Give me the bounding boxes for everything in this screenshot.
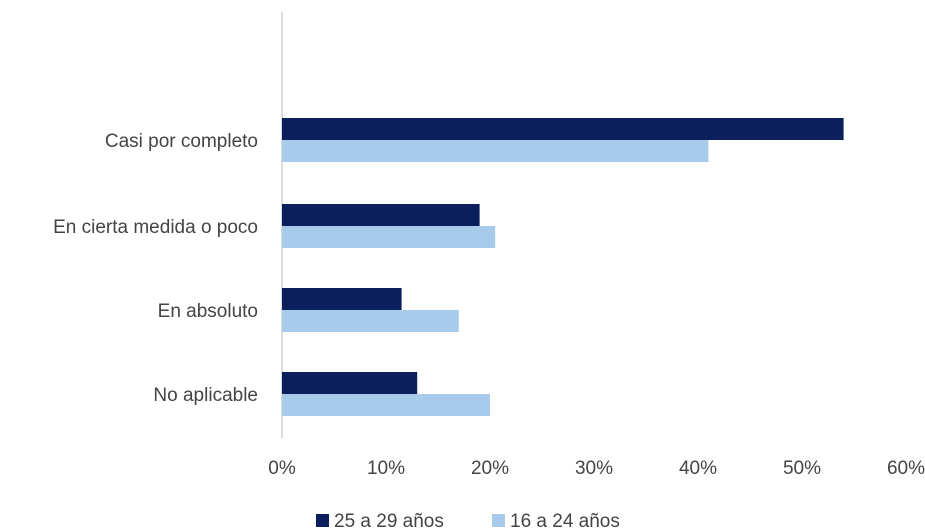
bar-series2-2 bbox=[282, 310, 459, 332]
legend-label-1: 25 a 29 años bbox=[334, 511, 444, 530]
legend-label-2: 16 a 24 años bbox=[510, 511, 620, 530]
legend: 25 a 29 años 16 a 24 años bbox=[316, 511, 620, 530]
bar-series2-0 bbox=[282, 140, 709, 162]
x-tick-label: 50% bbox=[783, 458, 821, 479]
x-tick-label: 60% bbox=[887, 458, 925, 479]
category-label: No aplicable bbox=[153, 385, 258, 406]
x-tick-label: 30% bbox=[575, 458, 613, 479]
category-labels: Casi por completo En cierta medida o poco… bbox=[53, 131, 258, 406]
bar-series1-2 bbox=[282, 288, 402, 310]
bars-group bbox=[282, 118, 844, 416]
x-tick-labels: 0% 10% 20% 30% 40% 50% 60% bbox=[268, 458, 925, 479]
category-label: En absoluto bbox=[158, 301, 258, 322]
x-tick-label: 0% bbox=[268, 458, 296, 479]
category-label: Casi por completo bbox=[105, 131, 258, 152]
bar-series1-0 bbox=[282, 118, 844, 140]
category-label: En cierta medida o poco bbox=[53, 217, 258, 238]
legend-swatch-2 bbox=[492, 514, 505, 527]
x-tick-label: 20% bbox=[471, 458, 509, 479]
bar-series1-1 bbox=[282, 204, 480, 226]
legend-swatch-1 bbox=[316, 514, 329, 527]
x-tick-label: 40% bbox=[679, 458, 717, 479]
bar-series2-1 bbox=[282, 226, 496, 248]
bar-series1-3 bbox=[282, 372, 418, 394]
bar-series2-3 bbox=[282, 394, 490, 416]
x-tick-label: 10% bbox=[367, 458, 405, 479]
